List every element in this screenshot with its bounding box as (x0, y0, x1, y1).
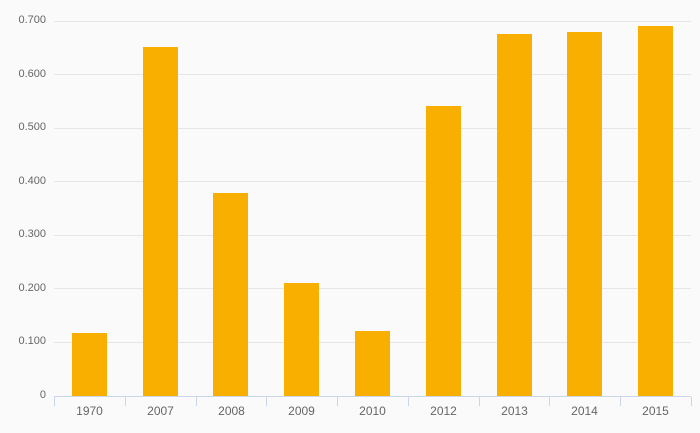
y-axis-tick-label: 0.200 (18, 281, 46, 294)
x-axis-tick (479, 397, 480, 406)
x-axis-tick (196, 397, 197, 406)
x-axis-label-2013: 2013 (501, 404, 528, 418)
y-axis-tick-label: 0.600 (18, 67, 46, 80)
x-axis-tick (620, 397, 621, 406)
x-axis-label-2009: 2009 (288, 404, 315, 418)
y-axis-tick-label: 0.700 (18, 14, 46, 26)
y-gridline (54, 127, 691, 129)
x-axis-tick (408, 397, 409, 406)
x-axis-label-2010: 2010 (359, 404, 386, 418)
x-axis-tick (125, 397, 126, 406)
y-axis-tick-label: 0.100 (18, 335, 46, 348)
y-gridline (54, 234, 691, 236)
x-axis-label-2014: 2014 (571, 404, 598, 418)
bar-2010[interactable] (355, 331, 390, 396)
y-gridline (54, 288, 691, 290)
y-gridline (54, 181, 691, 183)
bar-2015[interactable] (638, 26, 673, 396)
x-axis-tick (54, 397, 55, 406)
bar-2008[interactable] (213, 193, 248, 396)
bar-2013[interactable] (497, 34, 532, 396)
x-axis-label-2008: 2008 (218, 404, 245, 418)
x-axis-line (54, 396, 691, 397)
x-axis-tick (337, 397, 338, 406)
bar-2009[interactable] (284, 283, 319, 396)
bar-1970[interactable] (72, 333, 107, 396)
y-axis-tick-label: 0.300 (18, 228, 46, 241)
x-axis-tick (549, 397, 550, 406)
x-axis-tick (266, 397, 267, 406)
x-axis-label-2007: 2007 (147, 404, 174, 418)
x-axis-label-2015: 2015 (642, 404, 669, 418)
y-axis-tick-label: 0.500 (18, 121, 46, 134)
y-axis-tick-label: 0 (39, 389, 46, 401)
bar-2012[interactable] (426, 106, 461, 396)
x-axis-label-2012: 2012 (430, 404, 457, 418)
y-gridline (54, 20, 691, 22)
x-axis-tick (691, 397, 692, 406)
x-axis-label-1970: 1970 (76, 404, 103, 418)
y-axis-tick-label: 0.400 (18, 174, 46, 187)
y-gridline (54, 74, 691, 76)
bar-2007[interactable] (143, 47, 178, 396)
bar-2014[interactable] (567, 32, 602, 396)
